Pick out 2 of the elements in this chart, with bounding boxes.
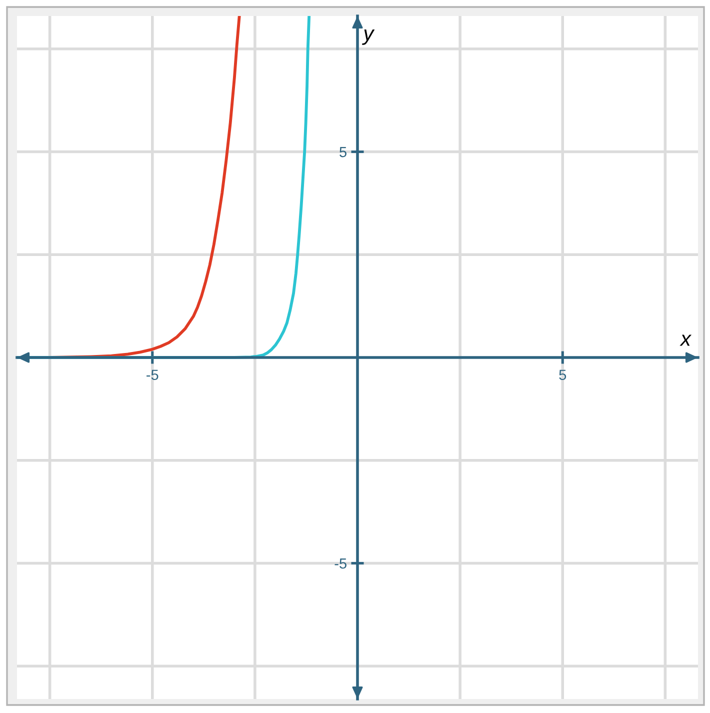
y-axis-title: y: [362, 30, 375, 45]
x-axis-title: x: [680, 334, 692, 346]
